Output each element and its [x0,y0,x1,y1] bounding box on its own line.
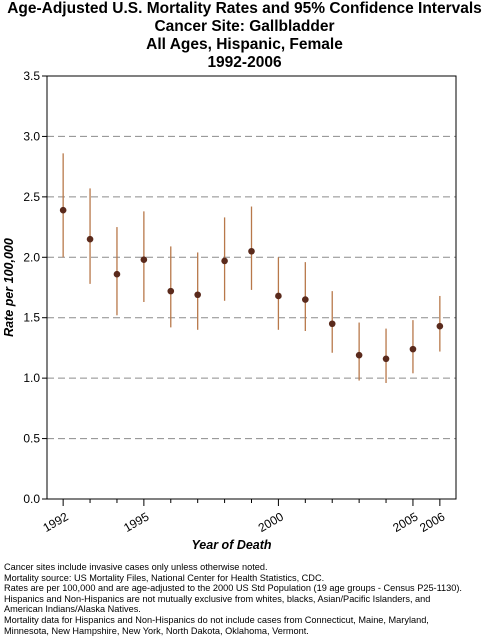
title-line-3: All Ages, Hispanic, Female [146,36,343,53]
footnote-4: Hispanics and Non-Hispanics are not mutu… [4,593,431,604]
y-tick-label: 1.5 [23,311,40,325]
data-point [275,292,282,300]
data-point [328,320,336,328]
data-point [248,247,255,255]
data-point [113,270,121,278]
title-line-2: Cancer Site: Gallbladder [154,18,335,35]
x-tick-label: 2005 [390,509,420,535]
title-line-1: Age-Adjusted U.S. Mortality Rates and 95… [7,0,482,17]
chart-title: Age-Adjusted U.S. Mortality Rates and 95… [0,0,489,72]
y-tick-label: 2.0 [23,250,40,264]
data-point [59,206,67,214]
y-tick-label: 1.0 [23,371,40,385]
confidence-intervals [62,153,441,383]
data-point [302,296,309,303]
footnote-6: Mortality data for Hispanics and Non-His… [4,614,429,625]
chart-svg: 0.0 0.5 1.0 1.5 2.0 2.5 3.0 3.5 1992 1995 2000 200… [2,69,457,552]
title-line-4: 1992-2006 [207,54,282,71]
footnote-7: Minnesota, New Hampshire, New York, Nort… [4,625,309,636]
footnote-5: American Indians/Alaska Natives. [4,604,141,615]
data-point [436,322,444,330]
x-axis-title: Year of Death [191,538,271,552]
data-point [167,287,175,295]
x-tick-label: 2000 [256,509,286,535]
y-axis-ticks: 0.0 0.5 1.0 1.5 2.0 2.5 3.0 3.5 [23,69,47,506]
x-tick-label: 1992 [41,509,71,535]
x-tick-label: 2006 [417,509,447,535]
data-point [86,235,94,243]
footnote-1: Cancer sites include invasive cases only… [4,562,268,572]
footnote-2: Mortality source: US Mortality Files, Na… [4,572,325,583]
data-points [59,206,444,363]
data-point [382,355,390,363]
y-tick-label: 3.5 [23,69,40,83]
data-point [194,291,201,299]
y-tick-label: 2.5 [23,190,40,204]
plot-frame [46,75,457,500]
data-point [221,257,228,265]
y-axis-title: Rate per 100,000 [2,238,16,337]
footnotes: Cancer sites include invasive cases only… [4,562,488,636]
y-tick-label: 0.0 [23,492,40,506]
x-tick-label: 1995 [121,509,151,535]
footnote-3: Rates are per 100,000 and are age-adjust… [4,583,462,594]
data-point [409,345,417,353]
y-tick-label: 0.5 [23,432,40,446]
data-point [140,256,148,264]
data-point [355,351,363,359]
y-tick-label: 3.0 [23,129,40,143]
